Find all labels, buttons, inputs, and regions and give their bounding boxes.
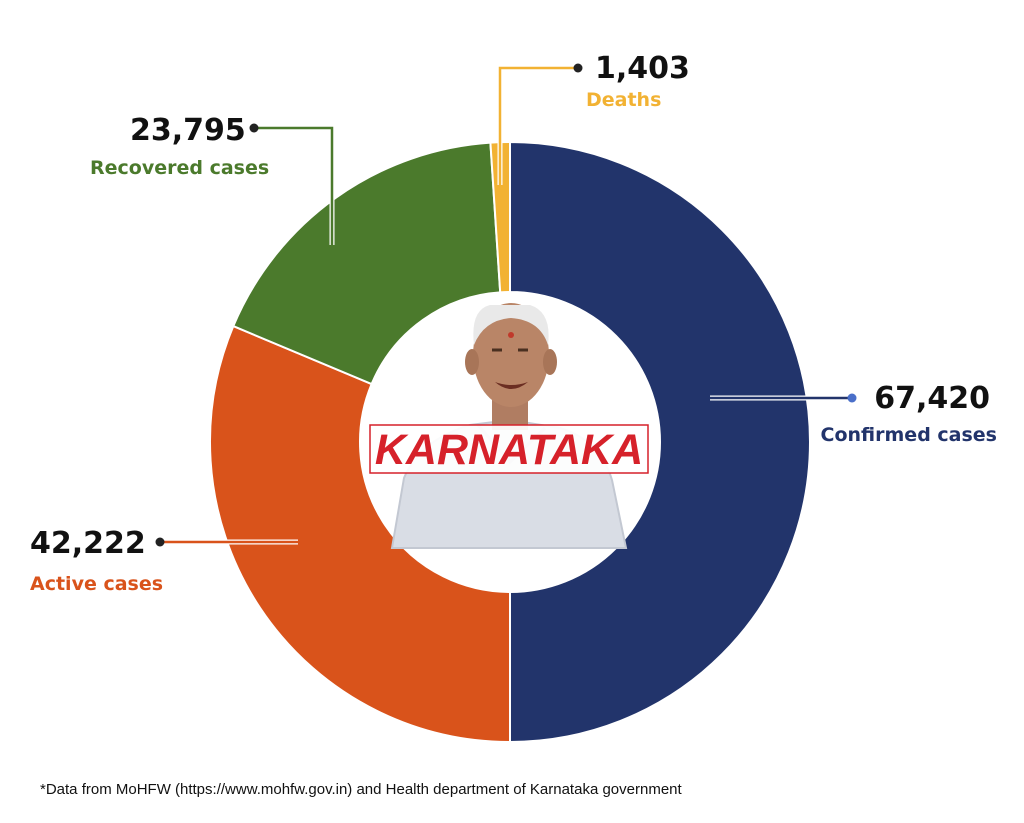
name-label-recovered: Recovered cases xyxy=(90,157,269,179)
leader-line-recovered xyxy=(254,126,334,245)
portrait-ear-right xyxy=(543,349,557,375)
portrait-tilak xyxy=(508,332,514,338)
value-label-recovered: 23,795 xyxy=(130,113,246,148)
name-label-active: Active cases xyxy=(30,573,163,595)
leader-line-deaths xyxy=(498,66,578,185)
slice-active xyxy=(209,324,511,744)
leader-dot-deaths xyxy=(573,63,583,73)
portrait-mouth xyxy=(495,382,528,389)
leader-dot-confirmed xyxy=(847,393,857,403)
callouts-layer: 67,420 Confirmed cases 42,222 Active cases 2… xyxy=(30,51,997,595)
center-graphic: KARNATAKA xyxy=(361,293,659,591)
data-source-footnote: *Data from MoHFW (https://www.mohfw.gov.… xyxy=(40,781,682,798)
slice-confirmed xyxy=(509,140,811,744)
value-label-deaths: 1,403 xyxy=(595,51,690,86)
portrait-hair xyxy=(473,305,549,345)
portrait-head xyxy=(473,303,549,407)
value-label-active: 42,222 xyxy=(30,526,146,561)
leader-dot-active xyxy=(155,537,165,547)
name-label-confirmed: Confirmed cases xyxy=(821,424,997,446)
slice-deaths xyxy=(489,140,511,294)
portrait-ear-left xyxy=(465,349,479,375)
center-banner xyxy=(369,424,649,474)
center-title: KARNATAKA xyxy=(375,426,643,474)
leader-dot-recovered xyxy=(249,123,259,133)
value-label-confirmed: 67,420 xyxy=(874,381,990,416)
name-label-deaths: Deaths xyxy=(586,89,661,111)
slices-layer xyxy=(209,140,811,744)
slice-recovered xyxy=(231,141,502,386)
